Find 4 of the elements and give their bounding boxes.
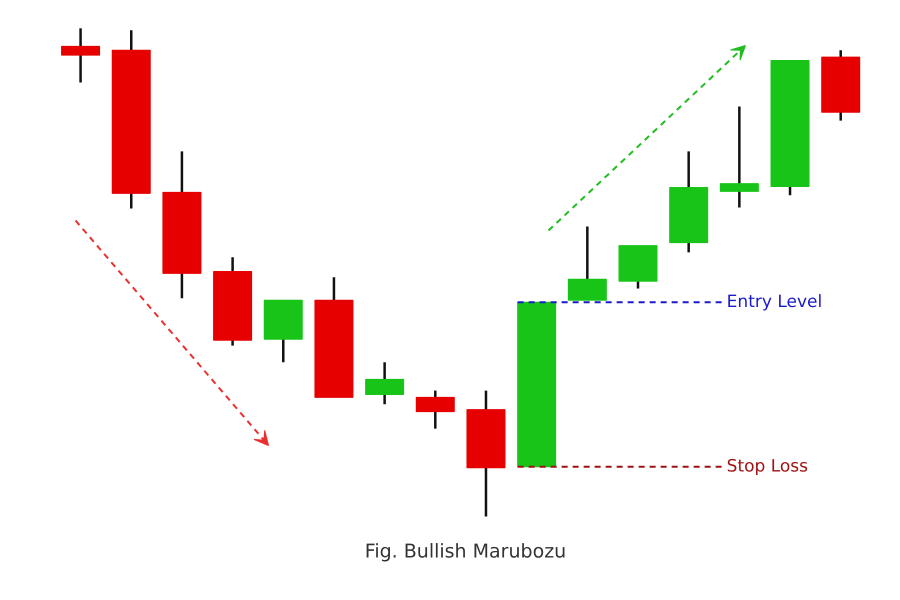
ref-line-label: Stop Loss: [726, 456, 808, 477]
candlestick: [720, 105, 759, 209]
text: Fig. Bullish Marubozu: [364, 540, 566, 562]
ref-line-label: Entry Level: [726, 292, 822, 312]
